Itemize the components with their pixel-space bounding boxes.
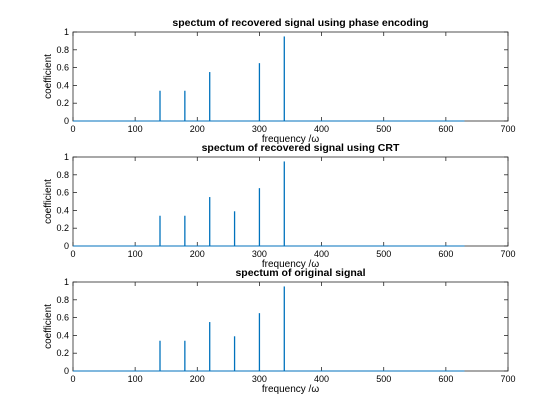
x-tick-label: 100 bbox=[128, 374, 143, 384]
y-tick-label: 1 bbox=[64, 277, 69, 287]
x-tick-label: 600 bbox=[438, 374, 453, 384]
axes-frame bbox=[72, 281, 509, 372]
chart-title: spectum of recovered signal using phase … bbox=[172, 17, 428, 29]
x-tick-label: 100 bbox=[128, 249, 143, 259]
x-tick-label: 100 bbox=[128, 124, 143, 134]
y-tick-label: 0.6 bbox=[56, 63, 69, 73]
y-axis-label: coefficient bbox=[43, 304, 54, 349]
subplot-crt: 0 100 200 300 400 500 600 700 0 0.2 0.4 0.6 0.8 1 spec… bbox=[43, 142, 516, 270]
y-tick-label: 0 bbox=[64, 366, 69, 376]
subplot-phase-encoding: 0 100 200 300 400 500 600 700 0 0.2 0.4 0.6 0.8 1 spec… bbox=[43, 17, 516, 145]
y-tick-label: 0.2 bbox=[56, 348, 69, 358]
y-tick-label: 0.2 bbox=[56, 98, 69, 108]
y-tick-label: 0 bbox=[64, 241, 69, 251]
y-tick-label: 0.6 bbox=[56, 188, 69, 198]
x-tick-label: 200 bbox=[190, 249, 205, 259]
chart-title: spectum of original signal bbox=[235, 267, 365, 279]
y-axis-label: coefficient bbox=[43, 179, 54, 224]
y-tick-label: 0.8 bbox=[56, 45, 69, 55]
x-tick-label: 600 bbox=[438, 124, 453, 134]
x-tick-label: 0 bbox=[70, 374, 75, 384]
x-tick-label: 500 bbox=[376, 374, 391, 384]
y-axis-label: coefficient bbox=[43, 54, 54, 99]
subplot-original-signal: 0 100 200 300 400 500 600 700 0 0.2 0.4 0.6 0.8 1 spec… bbox=[43, 267, 516, 395]
x-tick-label: 500 bbox=[376, 124, 391, 134]
x-axis-label: frequency /ω bbox=[262, 259, 319, 270]
y-tick-label: 0.6 bbox=[56, 313, 69, 323]
x-tick-label: 700 bbox=[500, 124, 515, 134]
y-tick-label: 0.8 bbox=[56, 295, 69, 305]
x-tick-label: 400 bbox=[314, 124, 329, 134]
x-tick-label: 300 bbox=[252, 374, 267, 384]
y-tick-label: 0.4 bbox=[56, 330, 69, 340]
axes-frame bbox=[72, 31, 509, 122]
x-tick-label: 500 bbox=[376, 249, 391, 259]
x-axis-label: frequency /ω bbox=[262, 134, 319, 145]
x-tick-label: 400 bbox=[314, 249, 329, 259]
x-axis-label: frequency /ω bbox=[262, 384, 319, 395]
y-tick-label: 0 bbox=[64, 116, 69, 126]
x-tick-label: 300 bbox=[252, 124, 267, 134]
x-tick-label: 0 bbox=[70, 249, 75, 259]
chart-title: spectum of recovered signal using CRT bbox=[202, 142, 400, 154]
y-tick-label: 1 bbox=[64, 152, 69, 162]
y-tick-label: 1 bbox=[64, 27, 69, 37]
y-tick-label: 0.8 bbox=[56, 170, 69, 180]
x-tick-label: 700 bbox=[500, 374, 515, 384]
x-tick-label: 0 bbox=[70, 124, 75, 134]
x-tick-label: 700 bbox=[500, 249, 515, 259]
y-tick-label: 0.4 bbox=[56, 80, 69, 90]
x-tick-label: 400 bbox=[314, 374, 329, 384]
y-tick-label: 0.4 bbox=[56, 205, 69, 215]
x-tick-label: 200 bbox=[190, 374, 205, 384]
x-tick-label: 300 bbox=[252, 249, 267, 259]
axes-frame bbox=[72, 156, 509, 247]
y-tick-label: 0.2 bbox=[56, 223, 69, 233]
x-tick-label: 200 bbox=[190, 124, 205, 134]
x-tick-label: 600 bbox=[438, 249, 453, 259]
